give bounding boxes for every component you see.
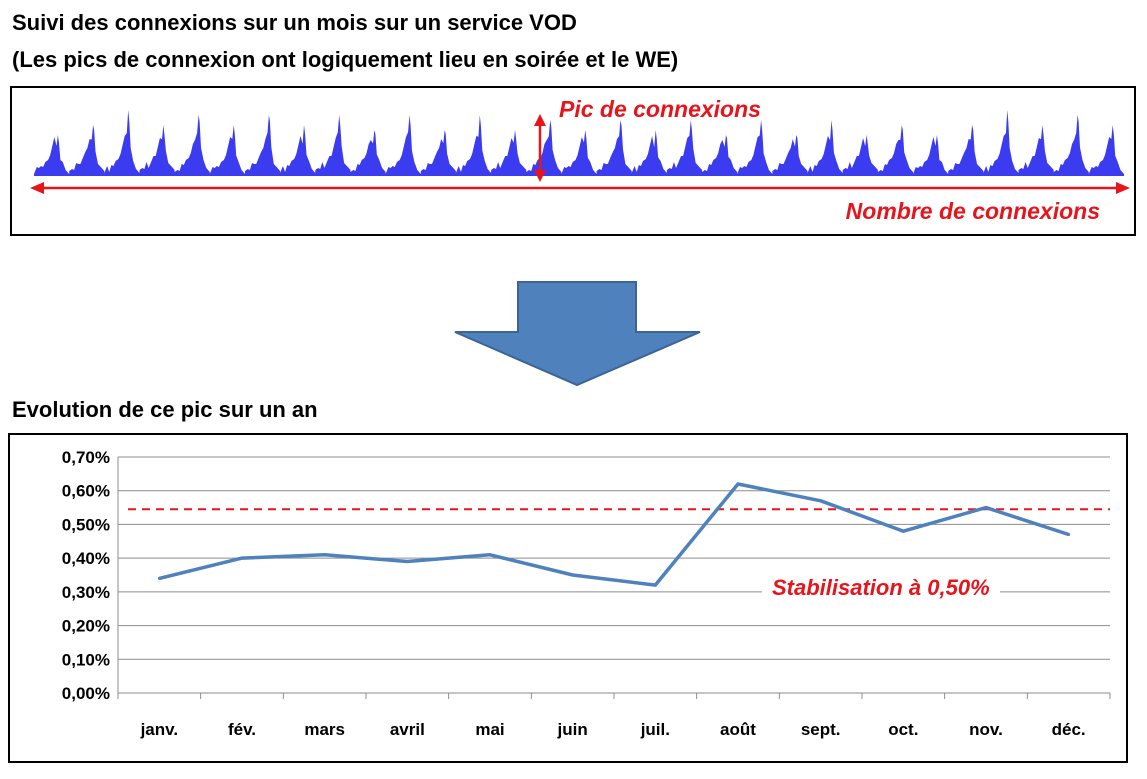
- yearly-peak-chart: 0,00% 0,10% 0,20% 0,30% 0,40% 0,50% 0,60% 0,70%…: [8, 433, 1128, 763]
- y-tick-label: 0,20%: [62, 617, 110, 636]
- yearly-section-title: Evolution de ce pic sur un an: [12, 397, 318, 422]
- y-tick-label: 0,70%: [62, 448, 110, 467]
- y-tick-label: 0,50%: [62, 515, 110, 534]
- x-tick-label: sept.: [801, 720, 841, 739]
- peak-arrowhead-bottom: [534, 170, 546, 182]
- page-title: Suivi des connexions sur un mois sur un …: [12, 10, 577, 35]
- connections-arrowhead-right: [1116, 182, 1130, 194]
- series-line: [158, 482, 1070, 587]
- y-tick-label: 0,40%: [62, 549, 110, 568]
- peak-arrowhead-top: [534, 114, 546, 126]
- data-point: [901, 529, 905, 533]
- data-point: [405, 560, 409, 564]
- connections-waveform: [34, 110, 1124, 176]
- data-point: [488, 553, 492, 557]
- data-point: [240, 556, 244, 560]
- y-tick-label: 0,30%: [62, 583, 110, 602]
- x-tick-label: juin: [557, 720, 588, 739]
- connections-arrowhead-left: [30, 182, 44, 194]
- data-point: [653, 583, 657, 587]
- page-subtitle: (Les pics de connexion ont logiquement l…: [12, 47, 679, 72]
- down-arrow-icon: [454, 281, 701, 387]
- x-tick-label: août: [720, 720, 756, 739]
- data-point: [571, 573, 575, 577]
- line-chart: 0,00% 0,10% 0,20% 0,30% 0,40% 0,50% 0,60% 0,70%…: [62, 448, 1111, 739]
- monthly-wave-plot: [30, 110, 1130, 194]
- data-point: [984, 506, 988, 510]
- x-tick-label: mai: [475, 720, 504, 739]
- data-point: [819, 499, 823, 503]
- stabilization-annotation: Stabilisation à 0,50%: [762, 575, 1000, 601]
- x-tick-label: avril: [390, 720, 425, 739]
- data-point: [1067, 533, 1071, 537]
- data-point: [736, 482, 740, 486]
- x-tick-label: janv.: [140, 720, 178, 739]
- y-tick-label: 0,10%: [62, 650, 110, 669]
- x-tick-label: fév.: [228, 720, 256, 739]
- x-tick-label: déc.: [1052, 720, 1086, 739]
- data-point: [157, 576, 161, 580]
- x-tick-label: mars: [304, 720, 345, 739]
- connections-label: Nombre de connexions: [845, 198, 1100, 224]
- y-tick-label: 0,60%: [62, 482, 110, 501]
- peak-label: Pic de connexions: [559, 96, 761, 122]
- monthly-connections-panel: Pic de connexions Nombre de connexions: [10, 86, 1136, 236]
- y-tick-label: 0,00%: [62, 684, 110, 703]
- x-tick-label: juil.: [640, 720, 670, 739]
- x-tick-label: oct.: [888, 720, 918, 739]
- x-tick-label: nov.: [969, 720, 1003, 739]
- data-point: [323, 553, 327, 557]
